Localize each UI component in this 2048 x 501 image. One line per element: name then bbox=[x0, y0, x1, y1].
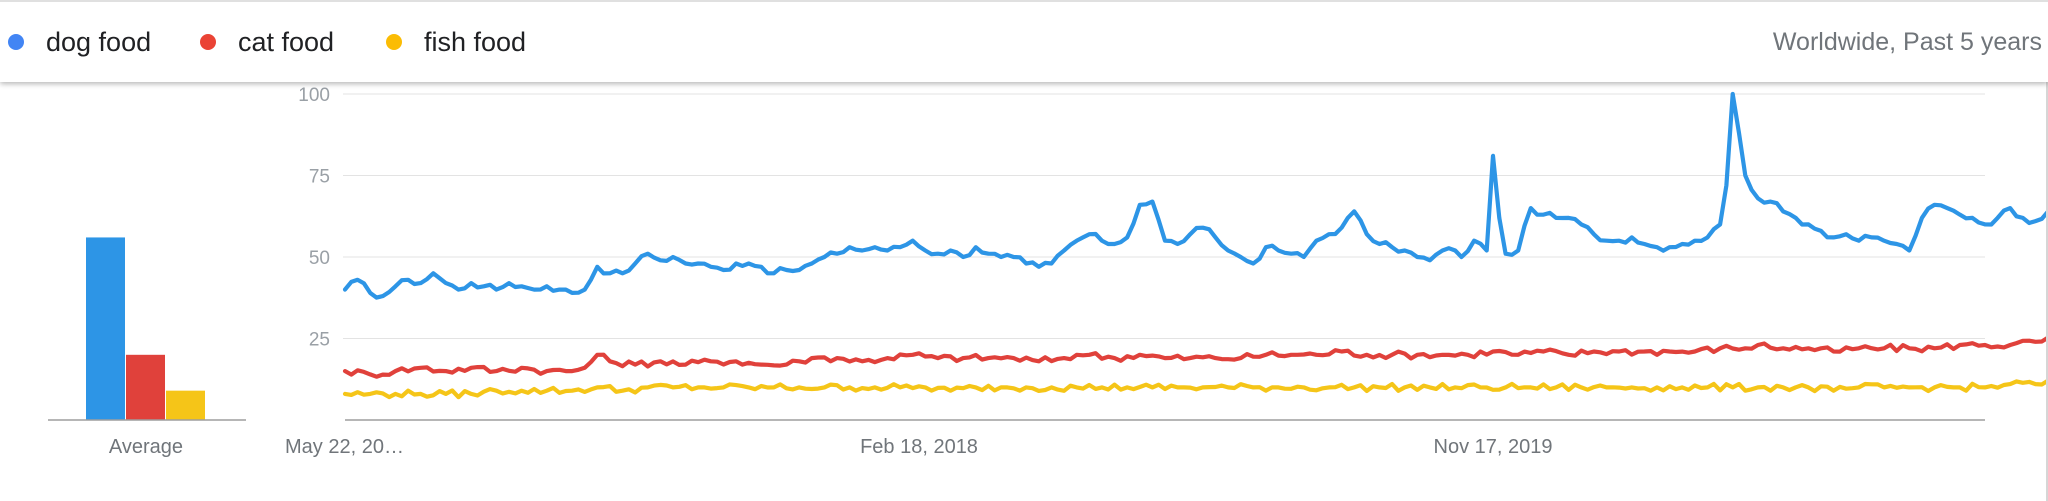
average-bar-fish-food bbox=[166, 390, 205, 420]
legend-item-fish-food[interactable]: fish food bbox=[386, 22, 526, 62]
series-line-dog-food bbox=[342, 91, 2046, 300]
x-tick-label: May 22, 20… bbox=[285, 436, 404, 458]
average-label: Average bbox=[109, 436, 183, 458]
series-line-cat-food bbox=[342, 336, 2046, 379]
series-line-fish-food bbox=[342, 379, 2046, 400]
y-tick-label: 50 bbox=[309, 248, 330, 269]
scope-label: Worldwide, Past 5 years bbox=[1772, 28, 2042, 56]
y-tick-label: 75 bbox=[309, 167, 330, 188]
legend-dot-fish-food bbox=[386, 34, 402, 50]
legend-dot-dog-food bbox=[8, 34, 24, 50]
average-bar-cat-food bbox=[126, 354, 165, 420]
y-tick-label: 100 bbox=[298, 85, 330, 106]
legend-item-dog-food[interactable]: dog food bbox=[8, 22, 151, 62]
x-tick-label: Nov 17, 2019 bbox=[1434, 436, 1553, 458]
y-tick-label: 25 bbox=[309, 330, 330, 351]
trend-chart-svg[interactable]: 25 50 75 100 May 22, 20… Feb 18, 2018 Nov 17, … bbox=[0, 82, 2046, 501]
average-bar-dog-food bbox=[86, 237, 125, 420]
legend-label-fish-food: fish food bbox=[424, 26, 527, 57]
legend-label-cat-food: cat food bbox=[238, 26, 335, 57]
legend-label-dog-food: dog food bbox=[46, 26, 152, 57]
plot-area: 25 50 75 100 May 22, 20… Feb 18, 2018 Nov 17, … bbox=[0, 82, 2048, 501]
legend-item-cat-food[interactable]: cat food bbox=[200, 22, 334, 62]
x-tick-label: Feb 18, 2018 bbox=[860, 436, 978, 458]
legend-dot-cat-food bbox=[200, 34, 216, 50]
legend-bar: dog food cat food fish food Worldwide, P… bbox=[0, 0, 2048, 82]
